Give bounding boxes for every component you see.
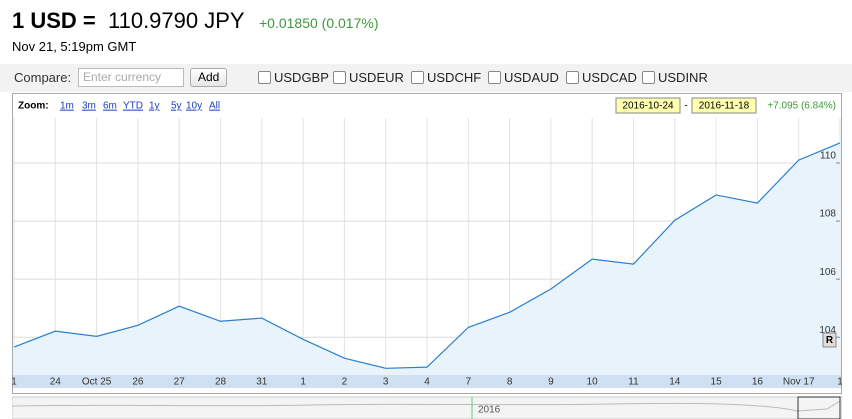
option-label: USDEUR	[349, 70, 404, 85]
zoom-option[interactable]: 1m	[60, 101, 74, 112]
option-label: USDCAD	[582, 70, 637, 85]
add-button[interactable]: Add	[190, 68, 228, 87]
area	[14, 142, 840, 375]
checkbox[interactable]	[642, 71, 655, 84]
end-date: 2016-11-18	[699, 101, 750, 112]
x-tick-label: 2	[342, 377, 348, 388]
option-label: USDAUD	[504, 70, 559, 85]
x-tick-label: 3	[383, 377, 389, 388]
zoom-option[interactable]: YTD	[123, 101, 143, 112]
x-tick-label: 15	[711, 377, 723, 388]
x-tick-label: 11	[628, 377, 639, 388]
price: 110.9790 JPY	[108, 8, 245, 33]
x-tick-label: 8	[507, 377, 513, 388]
compare-option[interactable]: USDEUR	[333, 70, 404, 85]
y-tick-label: 106	[819, 267, 836, 278]
checkbox[interactable]	[488, 71, 501, 84]
x-tick-label: 26	[132, 377, 144, 388]
x-tick-label: 4	[424, 377, 430, 388]
start-date: 2016-10-24	[622, 101, 674, 112]
x-tick-label: 24	[50, 377, 62, 388]
zoom-option[interactable]: 5y	[171, 101, 182, 112]
x-tick-label: Oct 25	[82, 377, 112, 388]
navigator-trace	[12, 400, 841, 412]
x-tick-label: 9	[548, 377, 554, 388]
x-tick-label: Nov 17	[783, 377, 815, 388]
option-label: USDGBP	[274, 70, 329, 85]
navigator-window[interactable]	[797, 396, 841, 419]
change: +0.01850 (0.017%)	[259, 15, 379, 31]
compare-label: Compare:	[14, 70, 72, 85]
start-date-box[interactable]	[615, 97, 681, 114]
compare-option[interactable]: USDCAD	[566, 70, 637, 85]
marker-icon[interactable]	[822, 332, 837, 348]
y-tick-label: 104	[819, 325, 836, 336]
y-tick-label: 108	[819, 209, 836, 220]
line	[13, 142, 841, 369]
compare-option[interactable]: USDGBP	[258, 70, 329, 85]
date-separator: -	[684, 101, 687, 112]
pair: 1 USD =	[12, 8, 96, 33]
chart: Zoom: 1m 3m 6m YTD 1y 5y 10y All 2016-10-24- 2016-…	[12, 93, 842, 419]
zoom-label: Zoom:	[18, 101, 49, 112]
currency-input[interactable]: Enter currency	[78, 68, 184, 87]
y-tick-label: 110	[820, 151, 836, 162]
option-label: USDINR	[658, 70, 708, 85]
checkbox[interactable]	[566, 71, 579, 84]
x-tick-label: 27	[174, 377, 186, 388]
x-tick-label: 1	[12, 377, 17, 388]
checkbox[interactable]	[411, 71, 424, 84]
x-tick-label: 7	[466, 377, 472, 388]
x-tick-label: 16	[752, 377, 764, 388]
x-tick-label: 28	[215, 377, 227, 388]
zoom-option[interactable]: 10y	[186, 101, 202, 112]
zoom-option[interactable]: 6m	[103, 101, 117, 112]
x-tick-label: 31	[256, 377, 268, 388]
x-tick-label: 1	[300, 377, 306, 388]
navigator	[12, 396, 842, 419]
option-label: USDCHF	[427, 70, 482, 85]
navigator-year: 2016	[478, 405, 501, 416]
x-tick-label: 14	[669, 377, 681, 388]
timestamp: Nov 21, 5:19pm GMT	[12, 39, 137, 54]
x-axis-band	[13, 375, 841, 388]
range-change: +7.095 (6.84%)	[767, 101, 836, 112]
zoom-option[interactable]: 3m	[82, 101, 96, 112]
checkbox[interactable]	[258, 71, 271, 84]
compare-option[interactable]: USDAUD	[488, 70, 559, 85]
end-date-box[interactable]	[691, 97, 757, 114]
x-tick-label: 10	[587, 377, 599, 388]
compare-option[interactable]: USDCHF	[411, 70, 481, 85]
zoom-option[interactable]: All	[209, 101, 220, 112]
x-tick-label: 1	[837, 377, 842, 388]
zoom-option[interactable]: 1y	[149, 101, 160, 112]
checkbox[interactable]	[333, 71, 346, 84]
marker-label: R	[826, 335, 834, 346]
compare-option[interactable]: USDINR	[642, 70, 708, 85]
